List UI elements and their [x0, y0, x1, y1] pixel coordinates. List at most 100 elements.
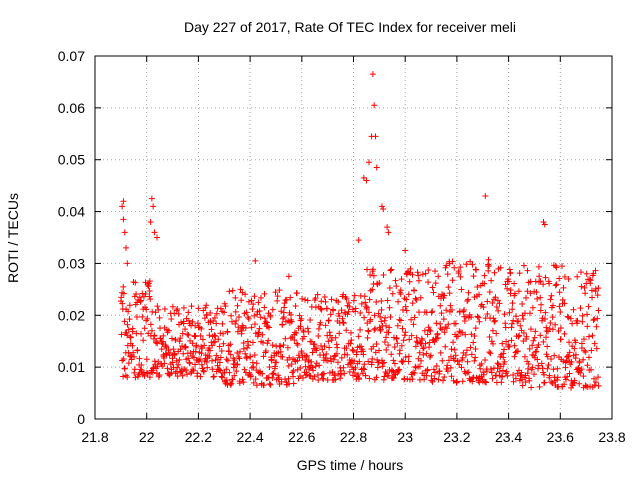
data-point [452, 352, 459, 359]
data-point [574, 317, 581, 324]
data-point [386, 324, 393, 331]
data-point [583, 270, 590, 277]
data-point [520, 330, 527, 337]
data-point [483, 368, 490, 375]
data-point [420, 351, 427, 358]
data-point [362, 372, 369, 379]
x-tick-label: 23.8 [598, 429, 625, 445]
data-point [438, 326, 445, 333]
data-point [357, 326, 364, 333]
data-point [495, 307, 502, 314]
data-point [260, 339, 267, 346]
data-point [253, 360, 260, 367]
data-point [156, 314, 163, 321]
data-point [508, 337, 515, 344]
data-point [432, 280, 439, 287]
data-point [469, 261, 476, 268]
data-point [396, 347, 403, 354]
data-point [268, 356, 275, 363]
data-point [211, 314, 218, 321]
data-point [482, 193, 489, 200]
data-point [252, 257, 259, 264]
data-point [438, 310, 445, 317]
data-point [146, 278, 153, 285]
data-point [395, 298, 402, 305]
data-point [538, 301, 545, 308]
data-point [240, 324, 247, 331]
data-point [210, 373, 217, 380]
data-point [266, 363, 273, 370]
data-point [203, 358, 210, 365]
data-point [367, 272, 374, 279]
y-tick-label: 0.01 [58, 359, 85, 375]
data-point [144, 315, 151, 322]
data-point [351, 369, 358, 376]
data-point [139, 313, 146, 320]
data-point [494, 365, 501, 372]
data-point [137, 297, 144, 304]
data-point [405, 358, 412, 365]
data-point [408, 316, 415, 323]
data-point [226, 369, 233, 376]
data-point [424, 366, 431, 373]
data-point [566, 370, 573, 377]
data-point [591, 340, 598, 347]
data-point [534, 344, 541, 351]
data-point [119, 203, 126, 210]
data-point [435, 376, 442, 383]
data-point [185, 332, 192, 339]
data-point [529, 304, 536, 311]
data-point [439, 377, 446, 384]
data-point [514, 348, 521, 355]
data-point [481, 272, 488, 279]
data-point [521, 310, 528, 317]
data-point [178, 319, 185, 326]
data-point [571, 377, 578, 384]
data-point [322, 298, 329, 305]
data-point [588, 347, 595, 354]
data-point [459, 378, 466, 385]
data-point [365, 358, 372, 365]
data-point [309, 349, 316, 356]
data-point [191, 333, 198, 340]
data-point [138, 330, 145, 337]
data-point [209, 342, 216, 349]
x-tick-label: 23.6 [547, 429, 574, 445]
data-point [348, 337, 355, 344]
data-point [522, 379, 529, 386]
data-point [410, 287, 417, 294]
data-point [174, 364, 181, 371]
x-tick-label: 22.8 [340, 429, 367, 445]
data-point [382, 334, 389, 341]
data-point [431, 369, 438, 376]
data-point [321, 294, 328, 301]
data-point [261, 304, 268, 311]
data-point [540, 338, 547, 345]
data-point [249, 306, 256, 313]
data-point [297, 323, 304, 330]
data-point [309, 364, 316, 371]
data-point [330, 307, 337, 314]
data-point [285, 273, 292, 280]
data-point [437, 302, 444, 309]
data-point [223, 356, 230, 363]
data-point [566, 349, 573, 356]
data-point [527, 290, 534, 297]
data-point [542, 309, 549, 316]
data-point [182, 326, 189, 333]
data-point [157, 335, 164, 342]
data-point [511, 290, 518, 297]
data-point [378, 203, 385, 210]
data-point [269, 342, 276, 349]
data-point [201, 342, 208, 349]
data-point [426, 353, 433, 360]
data-point [360, 174, 367, 181]
data-point [393, 334, 400, 341]
data-point [266, 324, 273, 331]
data-point [161, 306, 168, 313]
data-point [477, 365, 484, 372]
data-point [549, 314, 556, 321]
data-point [454, 333, 461, 340]
data-point [446, 290, 453, 297]
data-point [314, 291, 321, 298]
